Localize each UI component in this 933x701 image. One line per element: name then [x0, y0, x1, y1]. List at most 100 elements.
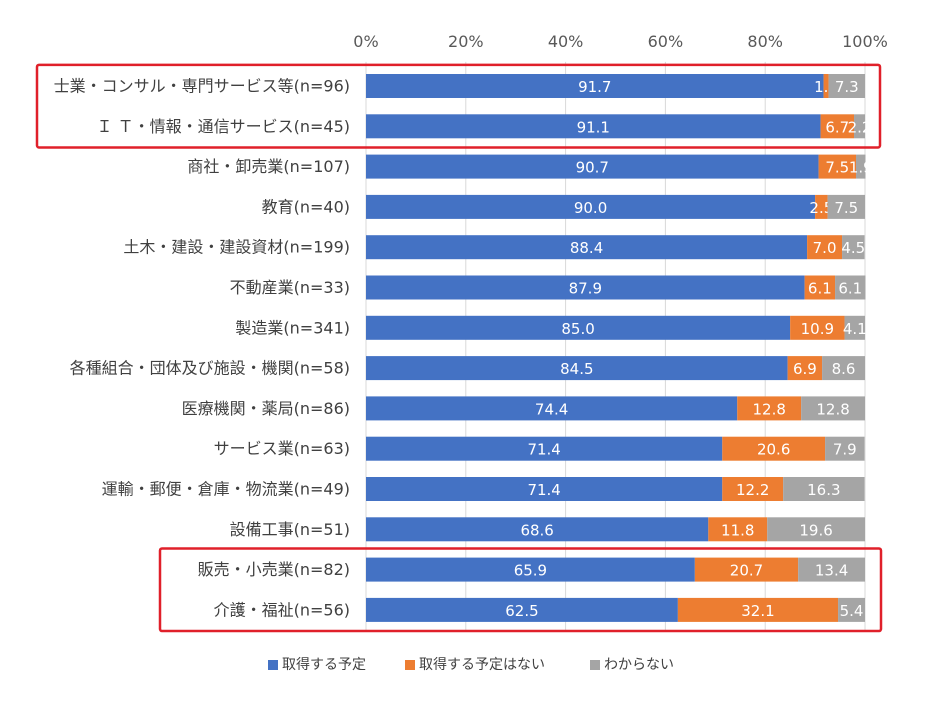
data-label: 4.5	[841, 239, 865, 257]
bar-segment	[815, 194, 828, 219]
data-label: 12.8	[816, 400, 849, 418]
legend-swatch	[405, 660, 415, 670]
bar-segment	[366, 315, 791, 340]
data-label: 7.0	[813, 239, 837, 257]
data-label: 6.7	[825, 118, 849, 136]
bar-segment	[842, 235, 865, 260]
legend-swatch	[590, 660, 600, 670]
data-label: 19.6	[799, 521, 832, 539]
data-label: 74.4	[535, 400, 568, 418]
data-label: 91.7	[578, 78, 611, 96]
bar-segment	[366, 597, 678, 622]
data-label: 85.0	[561, 320, 594, 338]
bar-segment	[366, 114, 821, 139]
category-label: 販売・小売業(n=82)	[198, 560, 350, 579]
bar-segment	[677, 597, 839, 622]
data-label: 7.5	[825, 159, 849, 177]
data-label: 88.4	[570, 239, 603, 257]
category-label: 製造業(n=341)	[235, 318, 350, 337]
legend-label: 取得する予定はない	[419, 656, 545, 673]
bar-segment	[854, 114, 865, 139]
bar-segment	[807, 235, 843, 260]
data-label: 5.4	[840, 602, 864, 620]
data-label: 7.5	[834, 199, 858, 217]
bar-segment	[783, 477, 865, 501]
data-label: 90.7	[576, 159, 609, 177]
bar-segment	[366, 194, 816, 219]
x-tick-label: 60%	[648, 32, 684, 51]
category-label: 医療機関・薬局(n=86)	[182, 399, 350, 418]
legend-label: わからない	[604, 657, 674, 673]
bar-segment	[835, 275, 866, 300]
legend-swatch	[268, 660, 278, 670]
bar-segment	[827, 194, 865, 219]
category-label: 介護・福祉(n=56)	[214, 600, 350, 619]
data-label: 12.2	[736, 481, 769, 499]
data-label: 11.8	[721, 521, 754, 539]
x-tick-label: 80%	[747, 32, 783, 51]
data-label: 71.4	[527, 441, 560, 459]
bar-segment	[366, 517, 709, 542]
bar-segment	[366, 154, 819, 179]
data-label: 87.9	[569, 280, 602, 298]
data-label: 2.2	[848, 118, 872, 136]
data-label: 6.1	[838, 280, 862, 298]
bar-segment	[722, 477, 784, 501]
bar-segment	[708, 517, 768, 542]
bar-segment	[366, 235, 808, 260]
category-label: 運輸・郵便・倉庫・物流業(n=49)	[102, 480, 350, 499]
highlight-boxes	[35, 63, 883, 633]
category-label: 不動産業(n=33)	[230, 278, 350, 297]
data-label: 6.1	[808, 280, 832, 298]
data-label: 13.4	[815, 562, 848, 580]
data-label: 10.9	[801, 320, 834, 338]
bar-segment	[820, 114, 855, 139]
bar-segment	[825, 436, 865, 461]
bar-segment	[804, 275, 836, 300]
bar-segment	[366, 436, 723, 461]
highlight-box	[158, 547, 883, 633]
data-label: 7.9	[833, 441, 857, 459]
x-tick-label: 20%	[448, 32, 484, 51]
data-label: 71.4	[527, 481, 560, 499]
data-label: 91.1	[577, 118, 610, 136]
x-tick-label: 40%	[548, 32, 584, 51]
bar-segment	[823, 74, 829, 98]
data-label: 90.0	[574, 199, 607, 217]
bar-segment	[838, 597, 865, 622]
bars: 91.7 1.07.391.1 6.72.290.7 7.5 1.990.0 2.5 7.5…	[366, 74, 873, 622]
category-label: 士業・コンサル・専門サービス等(n=96)	[54, 77, 350, 96]
bar-segment	[737, 396, 802, 421]
data-label: 12.8	[752, 400, 785, 418]
data-label: 1.9	[849, 159, 873, 177]
data-label: 20.6	[757, 441, 790, 459]
bar-segment	[366, 557, 695, 582]
legend-label: 取得する予定	[282, 656, 366, 673]
bar-segment	[722, 436, 826, 461]
bar-segment	[801, 396, 865, 421]
highlight-box	[35, 63, 882, 149]
x-tick-label: 0%	[353, 32, 378, 51]
data-label: 2.5	[809, 199, 833, 217]
bar-segment	[798, 557, 865, 582]
x-tick-label: 100%	[842, 32, 888, 51]
category-label: 教育(n=40)	[262, 197, 350, 216]
category-label: サービス業(n=63)	[214, 439, 350, 458]
data-label: 20.7	[730, 562, 763, 580]
bar-segment	[844, 315, 865, 340]
bar-segment	[856, 154, 866, 179]
data-label: 32.1	[741, 602, 774, 620]
category-label: 各種組合・団体及び施設・機関(n=58)	[70, 359, 350, 378]
bar-segment	[790, 315, 845, 340]
x-axis-ticks: 0% 20% 40% 60% 80% 100%	[353, 32, 888, 51]
bar-segment	[366, 396, 738, 421]
category-labels: 士業・コンサル・専門サービス等(n=96) Ｉ Ｔ・情報・通信サービス(n=45)…	[54, 77, 350, 620]
bar-segment	[366, 275, 805, 300]
data-label: 65.9	[514, 562, 547, 580]
data-label: 62.5	[505, 602, 538, 620]
bar-segment	[767, 517, 865, 542]
data-label: 8.6	[832, 360, 856, 378]
bar-segment	[818, 154, 857, 179]
